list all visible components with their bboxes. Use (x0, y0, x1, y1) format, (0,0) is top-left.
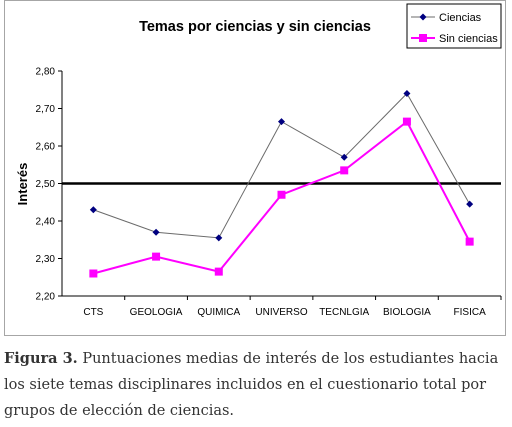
legend-marker-diamond (419, 13, 427, 21)
figure-caption: Figura 3. Puntuaciones medias de interés… (4, 346, 508, 424)
x-tick-label: UNIVERSO (255, 307, 307, 318)
data-point-square (214, 267, 223, 276)
legend-label: Ciencias (439, 12, 482, 24)
chart-title: Temas por ciencias y sin ciencias (139, 19, 371, 35)
data-point-square (402, 117, 411, 126)
x-tick-label: FISICA (454, 307, 487, 318)
x-tick-label: TECNLGIA (319, 307, 369, 318)
data-point-diamond (340, 153, 348, 161)
data-point-square (465, 237, 474, 246)
data-point-diamond (89, 206, 97, 214)
series-ciencias (89, 90, 474, 242)
data-point-diamond (466, 200, 474, 208)
data-point-diamond (215, 234, 223, 242)
legend-marker-square (419, 34, 427, 42)
series-group (89, 90, 474, 278)
line-chart: Temas por ciencias y sin ciencias Interé… (15, 3, 502, 318)
tick-labels: 2,20 2,30 2,40 2,50 2,60 2,70 2,80 CTS GEOLOGIA Q… (36, 67, 502, 318)
legend: Ciencias Sin ciencias (406, 3, 502, 49)
caption-lead: Figura 3. (4, 350, 78, 367)
series-line (93, 92, 471, 239)
y-tick-label: 2,80 (36, 67, 56, 78)
y-tick-label: 2,40 (36, 217, 56, 228)
data-point-square (340, 166, 349, 175)
y-axis-label: Interés (15, 163, 30, 206)
y-tick-label: 2,60 (36, 142, 56, 153)
y-tick-label: 2,30 (36, 254, 56, 265)
legend-label: Sin ciencias (439, 33, 498, 45)
x-tick-label: QUIMICA (197, 307, 240, 318)
y-tick-label: 2,20 (36, 292, 56, 303)
caption-text: Puntuaciones medias de interés de los es… (4, 351, 499, 419)
x-tick-label: GEOLOGIA (130, 307, 183, 318)
series-sin-ciencias (89, 117, 474, 278)
y-tick-label: 2,70 (36, 104, 56, 115)
data-point-square (89, 269, 98, 278)
y-tick-label: 2,50 (36, 179, 56, 190)
data-point-diamond (278, 118, 285, 126)
data-point-diamond (403, 90, 411, 97)
data-point-square (152, 252, 161, 261)
x-tick-label: BIOLOGIA (383, 307, 431, 318)
x-tick-label: CTS (83, 307, 103, 318)
data-point-diamond (152, 228, 160, 236)
data-point-square (277, 190, 286, 199)
chart-frame: Temas por ciencias y sin ciencias Interé… (4, 0, 506, 336)
